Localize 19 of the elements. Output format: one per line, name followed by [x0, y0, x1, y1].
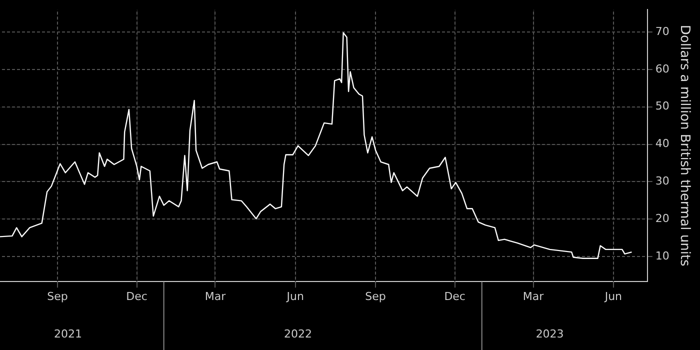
y-tick-label: 20 [655, 212, 670, 225]
x2-tick-label: 2021 [54, 327, 82, 340]
x2-tick-label: 2023 [536, 327, 564, 340]
y-tick-label: 40 [655, 137, 670, 150]
x-tick-label: Jun [604, 290, 622, 304]
x-tick-label: Sep [47, 290, 68, 304]
y-tick-label: 70 [655, 24, 670, 38]
y-tick-label: 30 [655, 174, 670, 188]
y-tick-label: 50 [655, 100, 670, 113]
x-tick-label: Mar [204, 290, 226, 304]
y-axis-title: Dollars a million British thermal units [676, 24, 692, 267]
x2-tick-label: 2022 [284, 327, 312, 340]
x-tick-label: Mar [522, 290, 544, 304]
y-tick-label: 10 [655, 249, 670, 262]
x-tick-label: Sep [365, 290, 386, 304]
x-tick-label: Dec [126, 290, 148, 304]
x-tick-label: Dec [444, 290, 466, 304]
x-tick-label: Jun [286, 290, 304, 304]
y-tick-label: 60 [655, 62, 670, 76]
